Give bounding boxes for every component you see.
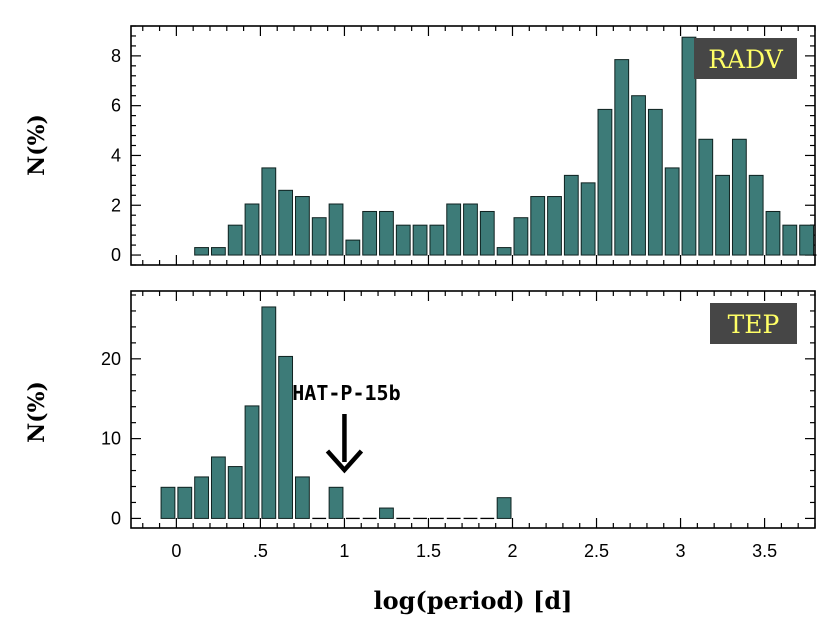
histogram-bar [799,224,814,256]
panel-label: TEP [728,310,780,339]
histogram-bar [731,138,747,256]
x-tick-label: 3.5 [752,541,777,561]
histogram-bar [530,196,546,256]
histogram-bar [210,247,226,256]
x-tick-label: 0 [171,541,181,561]
histogram-bar [597,108,613,256]
histogram-bar [429,224,445,256]
x-axis-label: log(period) [d] [373,586,572,615]
histogram-bar [345,239,361,256]
annotation-arrow-head [325,449,364,474]
histogram-bar [547,196,562,256]
y-tick-label: 2 [111,195,121,215]
histogram-bar [278,355,294,519]
x-tick-label: 3 [676,541,686,561]
histogram-bar [311,217,327,256]
histogram-bar [295,476,310,519]
histogram-bar [765,210,781,256]
y-axis-label: N(%) [24,114,50,176]
y-tick-label: 6 [111,96,121,116]
x-tick-label: 1.5 [416,541,441,561]
panel-label: RADV [708,45,783,74]
histogram-bar [295,196,310,256]
histogram-bar [563,174,579,256]
histogram-bar [261,167,277,256]
annotation-label: HAT-P-15b [292,381,400,405]
histogram-bar [244,405,260,519]
y-tick-label: 10 [101,429,121,449]
histogram-bar [748,174,764,256]
histogram-bar [463,203,478,256]
histogram-bar [496,247,512,256]
histogram-bar [328,203,344,256]
histogram-bar [278,189,294,256]
x-tick-label: 2 [507,541,517,561]
y-tick-label: 8 [111,46,121,66]
histogram-bar [177,486,193,519]
histogram-bar [446,203,462,256]
histogram-bar [412,224,428,256]
histogram-bar [647,108,663,256]
tep-panel: 0 10 20 0 .5 1 1.5 2 2.5 3 3.5 TEP N(%) HAT-P-15b [24,290,816,561]
x-tick-label: 1 [339,541,349,561]
histogram-bar [681,36,697,256]
panel-label-badge [710,303,797,344]
histogram-bar [194,476,209,519]
histogram-bar [698,138,714,256]
y-tick-label: 0 [111,508,121,528]
panel-label-badge [694,38,797,79]
y-tick-label: 4 [111,145,121,165]
histogram-bar [328,486,344,519]
x-tick-label: .5 [253,541,268,561]
histogram-bar [715,174,730,256]
histogram-bar [194,247,209,256]
histogram-bar [362,210,378,256]
histogram-bar [580,182,596,256]
y-tick-label: 20 [101,349,121,369]
histogram-bar [261,306,277,519]
histogram-bar [479,210,495,256]
histogram-bar [160,486,176,519]
plot-frame [130,290,816,529]
radv-panel: 0 2 4 6 8 RADV N(%) [24,25,817,266]
y-axis-label: N(%) [24,381,50,443]
histogram-bar [395,224,411,256]
x-tick-label: 2.5 [584,541,609,561]
y-tick-label: 0 [111,245,121,265]
histogram-bar [513,217,529,256]
histogram-bar [379,507,394,519]
histogram-bar [227,224,243,256]
histogram-bar [244,203,260,256]
histogram-bar [379,210,394,256]
histogram-bar [227,466,243,519]
histogram-bar [496,497,512,519]
histogram-bar [210,456,226,519]
histogram-bar [631,95,646,256]
histogram-bar [614,59,630,256]
histogram-bar [664,167,680,256]
histogram-bar [782,224,798,256]
